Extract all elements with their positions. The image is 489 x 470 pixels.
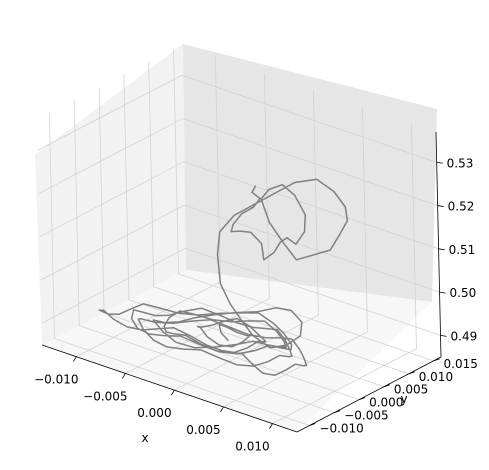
z-tick-mark [436,161,443,164]
y-floor-gridline [103,312,360,401]
y-tick-label: 0.010 [419,370,453,384]
z-back-gridline [184,204,440,293]
y-tick-label: 0.000 [369,396,403,410]
y-wall-gridline [98,87,105,313]
y-tick-mark [309,423,316,426]
z-tick-mark [437,205,444,207]
z-left-gridline [39,161,184,238]
z-tick-label: 0.52 [448,200,475,214]
left-pane [35,44,186,345]
trajectory-layer [98,178,349,376]
x-wall-gridline [214,56,221,282]
x-tick-mark [269,423,273,429]
x-tick-label: 0.010 [235,440,269,454]
x-floor-gridline [223,331,368,408]
grid-layer [37,48,441,426]
z-tick-mark [438,248,445,251]
y-axis-label: y [400,392,407,406]
z-tick-mark [440,334,447,337]
z-back-gridline [185,247,441,336]
y-wall-gridline [148,61,155,287]
x-wall-gridline [313,90,319,316]
x-tick-label: −0.010 [34,373,78,387]
x-tick-label: −0.005 [83,389,127,403]
x-floor-gridline [272,348,417,424]
y-tick-label: −0.005 [344,409,388,423]
y-axis-line [296,356,442,433]
z-tick-label: 0.49 [451,329,478,343]
right-pane [183,44,437,302]
x-tick-mark [122,373,126,379]
y-tick-mark [433,358,440,362]
x-tick-mark [72,356,77,362]
y-tick-mark [383,384,391,388]
z-back-gridline [181,74,437,163]
y-tick-mark [408,371,415,375]
x-axis-label: x [141,431,148,445]
x-wall-gridline [263,73,270,299]
y-floor-gridline [54,338,310,426]
z-back-gridline [182,118,438,206]
y-tick-label: −0.010 [319,422,363,436]
y-wall-gridline [49,113,55,339]
z-left-gridline [37,74,182,151]
x-floor-gridline [125,298,270,374]
x-tick-mark [171,389,175,396]
z-back-gridline [183,161,439,250]
x-wall-gridline [411,123,417,349]
y-wall-gridline [123,74,130,300]
y-wall-gridline [73,100,80,326]
x-tick-label: 0.000 [137,406,171,420]
x-wall-gridline [362,106,368,332]
z-tick-label: 0.53 [447,156,474,170]
z-left-gridline [40,204,185,281]
y-tick-label: 0.005 [394,383,428,397]
y-floor-gridline [178,273,434,362]
y-tick-mark [358,397,366,401]
axes-layer [41,131,442,433]
trajectory-line [98,178,349,376]
z-left-gridline [41,248,186,324]
z-tick-label: 0.50 [450,286,477,300]
x-axis-line [41,344,298,433]
z-tick-mark [439,291,446,294]
x-tick-mark [220,406,224,413]
y-tick-mark [334,410,341,413]
tick-layer: −0.010−0.0050.0000.0050.010−0.010−0.0050… [34,156,478,453]
z-left-gridline [38,118,183,194]
x-tick-label: 0.005 [186,423,220,437]
z-tick-label: 0.51 [449,243,476,257]
z-axis-line [435,131,442,358]
y-floor-gridline [79,325,335,413]
y-tick-label: 0.015 [444,357,478,371]
y-wall-gridline [173,48,179,274]
x-floor-gridline [76,281,221,358]
